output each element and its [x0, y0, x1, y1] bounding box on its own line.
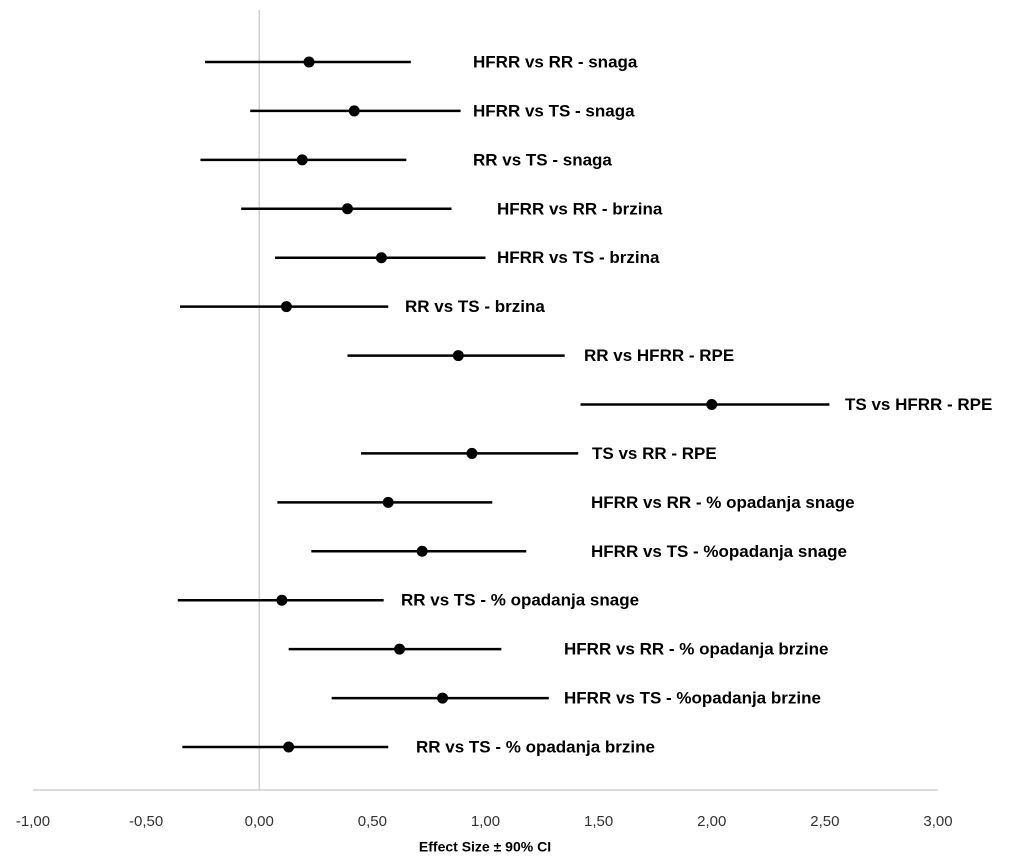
comparison-label: HFRR vs TS - brzina [497, 248, 660, 267]
comparison-label: RR vs HFRR - RPE [584, 346, 734, 365]
x-tick-label: -1,00 [16, 813, 50, 830]
point-estimate [452, 350, 464, 362]
x-tick-label: 0,00 [245, 813, 274, 830]
comparison-label: RR vs TS - % opadanja brzine [416, 737, 655, 756]
point-estimate [437, 692, 449, 704]
comparison-label: HFRR vs RR - % opadanja snage [591, 493, 855, 512]
comparison-label: RR vs TS - brzina [405, 297, 545, 316]
comparison-label: HFRR vs TS - %opadanja brzine [564, 689, 821, 708]
comparison-label: TS vs RR - RPE [592, 444, 717, 463]
point-estimate [394, 643, 406, 655]
point-estimate [348, 105, 360, 117]
x-tick-label: 1,00 [471, 813, 500, 830]
x-tick-label: 0,50 [358, 813, 387, 830]
comparison-label: RR vs TS - % opadanja snage [401, 591, 639, 610]
x-tick-label: 2,00 [697, 813, 726, 830]
comparison-label: TS vs HFRR - RPE [845, 395, 992, 414]
point-estimate [296, 154, 308, 166]
comparison-label: HFRR vs RR - brzina [497, 199, 663, 218]
x-tick-label: -0,50 [129, 813, 163, 830]
point-estimate [466, 447, 478, 459]
point-estimate [416, 545, 428, 557]
comparison-label: RR vs TS - snaga [473, 150, 612, 169]
comparison-label: HFRR vs TS - snaga [473, 101, 635, 120]
comparison-label: HFRR vs RR - % opadanja brzine [564, 640, 828, 659]
comparison-label: HFRR vs TS - %opadanja snage [591, 542, 847, 561]
point-estimate [276, 594, 288, 606]
point-estimate [341, 203, 353, 215]
point-estimate [280, 301, 292, 313]
x-tick-label: 1,50 [584, 813, 613, 830]
comparison-label: HFRR vs RR - snaga [473, 52, 638, 71]
point-estimate [382, 496, 394, 508]
point-estimate [375, 252, 387, 264]
x-axis-title: Effect Size ± 90% CI [419, 839, 551, 855]
point-estimate [706, 399, 718, 410]
x-tick-label: 3,00 [923, 813, 952, 830]
point-estimate [303, 56, 315, 68]
x-tick-label: 2,50 [810, 813, 839, 830]
point-estimate [283, 741, 295, 753]
